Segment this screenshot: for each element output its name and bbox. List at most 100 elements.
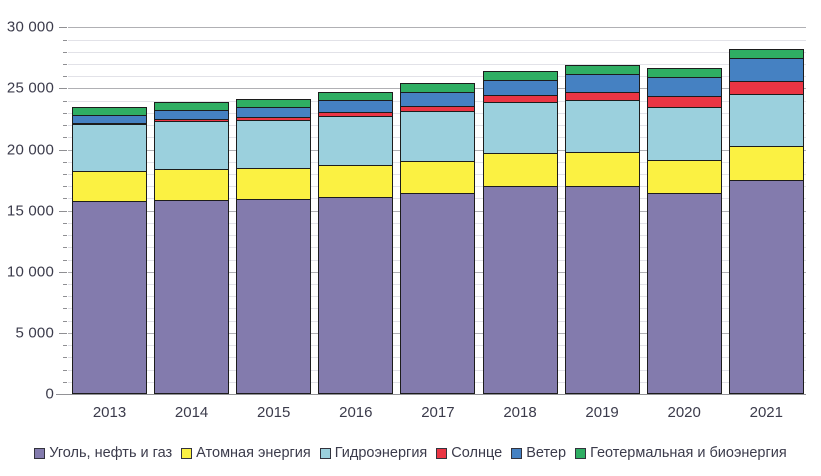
legend-item: Геотермальная и биоэнергия <box>575 445 787 461</box>
bar-segment <box>728 58 804 82</box>
legend-label: Уголь, нефть и газ <box>49 445 173 461</box>
bar-segment <box>482 102 558 154</box>
legend-swatch-icon <box>436 447 448 459</box>
bar-column <box>564 0 640 394</box>
legend-label: Геотермальная и биоэнергия <box>590 445 787 461</box>
legend: Уголь, нефть и газ Атомная энергия Гидроэн… <box>0 441 821 465</box>
y-major-tick <box>59 271 67 273</box>
y-axis-tick-label: 10 000 <box>6 263 54 281</box>
legend-label: Гидроэнергия <box>334 445 428 461</box>
bar-segment <box>318 92 394 101</box>
bar-column <box>318 0 394 394</box>
y-minor-tick <box>63 222 67 224</box>
bar-segment <box>236 99 312 108</box>
bar-segment <box>400 193 476 394</box>
x-axis-tick-label: 2016 <box>339 404 373 421</box>
legend-label: Ветер <box>526 445 567 461</box>
y-minor-tick <box>63 345 67 347</box>
bar-segment <box>646 96 722 108</box>
bar-segment <box>482 80 558 96</box>
y-major-gridline <box>68 27 806 29</box>
bar-segment <box>318 165 394 198</box>
bar-segment <box>72 124 147 172</box>
x-axis-tick-label: 2015 <box>257 404 291 421</box>
x-axis-tick-label: 2018 <box>503 404 537 421</box>
y-minor-tick <box>63 247 67 249</box>
x-axis-tick-label: 2014 <box>174 404 209 421</box>
x-axis-tick-label: 2017 <box>421 404 455 421</box>
bar-segment <box>236 120 312 169</box>
bar-column <box>400 0 476 394</box>
bar-segment <box>400 161 476 194</box>
y-major-tick <box>59 210 67 212</box>
x-axis-tick-label: 2020 <box>667 404 701 421</box>
bar-segment <box>154 110 230 120</box>
y-minor-tick <box>63 198 67 200</box>
bar-column <box>728 0 804 394</box>
bar-segment <box>318 197 394 394</box>
y-minor-tick <box>63 259 67 261</box>
bar-column <box>646 0 722 394</box>
bar-segment <box>564 92 640 101</box>
bar-segment <box>564 65 640 75</box>
y-major-tick <box>59 88 67 90</box>
y-minor-tick <box>63 161 67 163</box>
bar-segment <box>154 200 230 394</box>
bar-segment <box>646 193 722 394</box>
legend-item: Атомная энергия <box>181 445 311 461</box>
y-minor-tick <box>63 381 67 383</box>
legend-item: Уголь, нефть и газ <box>34 445 172 461</box>
bar-column <box>482 0 558 394</box>
y-axis-tick-label: 30 000 <box>6 18 54 36</box>
bar-segment <box>72 107 147 116</box>
legend-item: Ветер <box>511 445 566 461</box>
bar-segment <box>564 74 640 93</box>
x-axis-tick-label: 2019 <box>585 404 619 421</box>
bar-segment <box>564 186 640 394</box>
bar-segment <box>482 95 558 103</box>
bar-segment <box>154 102 230 111</box>
y-major-tick <box>59 27 67 29</box>
bar-segment <box>646 107 722 161</box>
bar-segment <box>564 152 640 187</box>
x-axis-tick-label: 2013 <box>92 404 127 421</box>
bar-segment <box>72 201 147 394</box>
bar-segment <box>728 180 804 394</box>
y-axis-tick-label: 5 000 <box>15 324 54 342</box>
y-major-tick <box>59 332 67 334</box>
y-minor-tick <box>63 76 67 78</box>
legend-swatch-icon <box>511 447 523 459</box>
y-minor-tick <box>63 308 67 310</box>
bar-segment <box>728 146 804 181</box>
bar-column <box>72 0 147 394</box>
y-minor-tick <box>63 51 67 53</box>
y-minor-gridline <box>68 64 806 65</box>
y-minor-tick <box>63 137 67 139</box>
bar-column <box>236 0 312 394</box>
y-minor-gridline <box>68 51 806 53</box>
y-minor-gridline <box>68 76 806 78</box>
bar-segment <box>318 116 394 166</box>
bar-segment <box>318 100 394 113</box>
bar-segment <box>646 68 722 78</box>
bar-segment <box>646 160 722 194</box>
y-minor-tick <box>63 235 67 237</box>
y-minor-tick <box>63 369 67 371</box>
y-minor-gridline <box>68 39 806 41</box>
y-minor-tick <box>63 112 67 114</box>
y-minor-tick <box>63 39 67 41</box>
x-axis-tick-label: 2021 <box>749 404 783 421</box>
y-major-tick <box>59 149 67 151</box>
y-axis-tick-label: 20 000 <box>6 141 54 158</box>
bar-segment <box>236 107 312 118</box>
x-axis-line <box>56 394 806 395</box>
legend-swatch-icon <box>575 447 587 459</box>
legend-swatch-icon <box>34 447 46 459</box>
bar-segment <box>646 77 722 97</box>
y-minor-tick <box>63 284 67 285</box>
y-minor-tick <box>63 320 67 322</box>
bar-segment <box>400 92 476 107</box>
y-axis-tick-label: 0 <box>45 385 54 403</box>
bar-column <box>154 0 230 394</box>
